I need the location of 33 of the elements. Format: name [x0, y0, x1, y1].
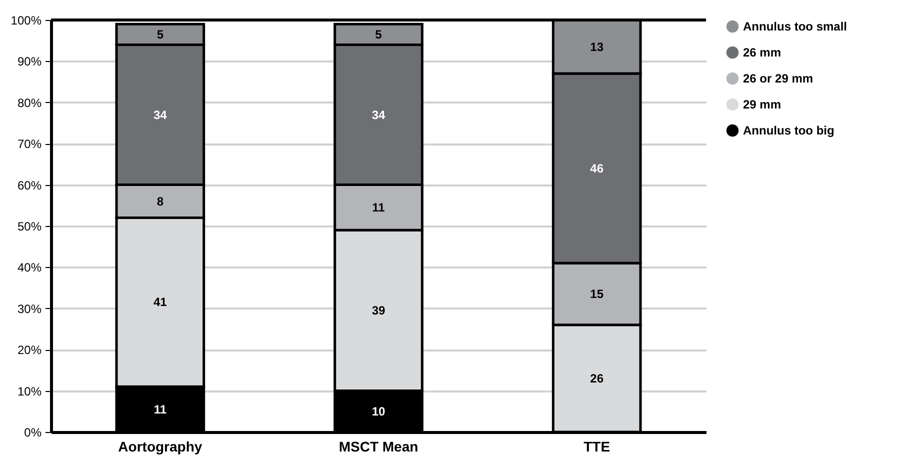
y-tick-label: 20%: [17, 343, 42, 358]
legend-label: 29 mm: [743, 98, 782, 112]
y-tick-label: 100%: [10, 14, 42, 28]
y-tick-label: 60%: [17, 178, 42, 192]
y-tick-label: 10%: [17, 384, 42, 398]
data-label: 15: [590, 286, 604, 301]
y-tick-label: 90%: [17, 54, 42, 69]
data-label: 34: [153, 108, 168, 122]
y-tick-label: 30%: [17, 302, 42, 316]
data-label: 5: [156, 27, 164, 42]
y-tick-label: 50%: [17, 220, 42, 234]
data-label: 34: [372, 108, 386, 122]
x-tick-label: MSCT Mean: [338, 438, 418, 454]
legend-label: 26 mm: [743, 46, 782, 60]
y-tick-label: 0%: [24, 426, 42, 440]
data-label: 10: [372, 404, 386, 418]
y-tick-label: 80%: [17, 96, 42, 110]
x-tick-label: TTE: [584, 438, 610, 454]
data-label: 46: [590, 161, 604, 176]
data-label: 8: [156, 194, 164, 208]
y-tick-label: 70%: [17, 137, 42, 152]
data-label: 41: [153, 295, 168, 310]
data-label: 11: [154, 402, 167, 416]
legend-label: Annulus too big: [743, 124, 834, 138]
legend-label: 26 or 29 mm: [743, 72, 814, 86]
data-label: 5: [375, 27, 382, 42]
data-label: 26: [590, 371, 604, 386]
data-label: 13: [590, 40, 604, 54]
x-tick-label: Aortography: [118, 438, 202, 454]
data-label: 39: [372, 303, 386, 318]
legend-label: Annulus too small: [743, 20, 848, 34]
y-tick-label: 40%: [17, 260, 42, 275]
data-label: 11: [372, 200, 386, 214]
